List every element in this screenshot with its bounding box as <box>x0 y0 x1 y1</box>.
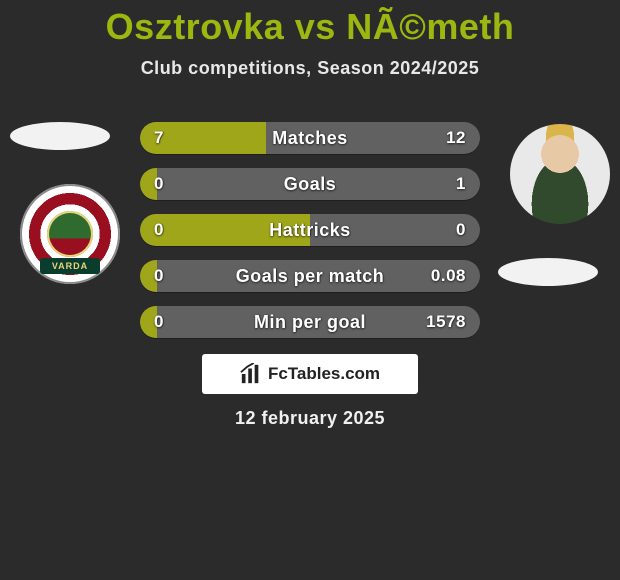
team-right-placeholder <box>498 258 598 286</box>
stat-label: Hattricks <box>140 214 480 246</box>
stat-row: 0 Goals 1 <box>140 168 480 200</box>
page-title: Osztrovka vs NÃ©meth <box>0 0 620 48</box>
footer-brand: FcTables.com <box>202 354 418 394</box>
stat-value-right: 0 <box>456 214 466 246</box>
stat-label: Goals <box>140 168 480 200</box>
team-left-badge-text: VARDA <box>40 258 100 274</box>
bar-chart-icon <box>240 363 262 385</box>
comparison-card: Osztrovka vs NÃ©meth Club competitions, … <box>0 0 620 580</box>
subtitle: Club competitions, Season 2024/2025 <box>0 58 620 79</box>
stat-label: Goals per match <box>140 260 480 292</box>
stat-bars: 7 Matches 12 0 Goals 1 0 Hattricks 0 0 G… <box>140 122 480 352</box>
stat-value-right: 0.08 <box>431 260 466 292</box>
stat-row: 7 Matches 12 <box>140 122 480 154</box>
footer-brand-text: FcTables.com <box>268 364 380 384</box>
generated-date: 12 february 2025 <box>0 408 620 429</box>
stat-row: 0 Hattricks 0 <box>140 214 480 246</box>
player-right-avatar <box>510 124 610 224</box>
team-left-badge: VARDA <box>20 184 120 284</box>
stat-label: Matches <box>140 122 480 154</box>
stat-row: 0 Min per goal 1578 <box>140 306 480 338</box>
stat-value-right: 1578 <box>426 306 466 338</box>
stat-value-right: 1 <box>456 168 466 200</box>
stat-row: 0 Goals per match 0.08 <box>140 260 480 292</box>
player-left-placeholder <box>10 122 110 150</box>
stat-value-right: 12 <box>446 122 466 154</box>
